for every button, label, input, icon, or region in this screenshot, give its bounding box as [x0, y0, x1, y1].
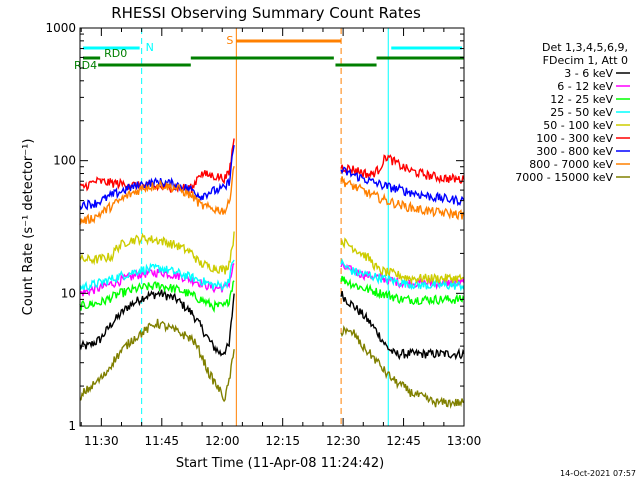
legend-entry-label: 12 - 25 keV: [550, 93, 613, 106]
plot-frame: [79, 27, 465, 427]
series-line: [79, 288, 465, 361]
series-layer: [79, 138, 465, 409]
y-tick-label: 1: [68, 419, 76, 433]
x-tick-label: 13:00: [447, 434, 482, 448]
legend-entry-label: 6 - 12 keV: [557, 80, 613, 93]
axes-layer: 1 10 100 1000 11:30 11:45 12:00 12:15 12:30 12:45…: [45, 21, 481, 448]
legend-header: FDecim 1, Att 0: [543, 54, 628, 67]
legend-header: Det 1,3,4,5,6,9,: [542, 41, 628, 54]
series-line: [79, 166, 465, 225]
series-line: [79, 318, 465, 409]
footer-date: 14-Oct-2021 07:57: [560, 469, 636, 478]
y-tick-label: 1000: [45, 21, 76, 35]
night-label: N: [146, 41, 154, 54]
chart-title: RHESSI Observing Summary Count Rates: [111, 4, 421, 22]
legend-entry-label: 800 - 7000 keV: [529, 158, 613, 171]
series-line: [79, 275, 465, 314]
x-tick-label: 12:45: [386, 434, 421, 448]
legend: Det 1,3,4,5,6,9,FDecim 1, Att 03 - 6 keV…: [515, 41, 630, 184]
x-tick-label: 12:15: [265, 434, 300, 448]
annotation-layer: S N RD0 RD4: [74, 28, 465, 426]
legend-entry-label: 3 - 6 keV: [564, 67, 613, 80]
legend-entry-label: 100 - 300 keV: [536, 132, 613, 145]
series-line: [79, 258, 465, 292]
x-axis-label: Start Time (11-Apr-08 11:24:42): [176, 456, 384, 471]
rd0-label: RD0: [104, 47, 127, 60]
rd4-label: RD4: [74, 59, 97, 72]
y-axis-label: Count Rate (s⁻¹ detector⁻¹): [21, 139, 36, 316]
x-tick-label: 12:00: [205, 434, 240, 448]
y-tick-label: 10: [61, 286, 76, 300]
x-tick-label: 12:30: [326, 434, 361, 448]
series-line: [79, 261, 465, 297]
saa-label: S: [226, 34, 233, 47]
legend-entry-label: 300 - 800 keV: [536, 145, 613, 158]
series-line: [79, 144, 465, 211]
y-tick-label: 100: [53, 154, 76, 168]
legend-entry-label: 25 - 50 keV: [550, 106, 613, 119]
x-tick-label: 11:30: [84, 434, 119, 448]
series-line: [79, 231, 465, 285]
legend-entry-label: 7000 - 15000 keV: [515, 171, 613, 184]
legend-entry-label: 50 - 100 keV: [543, 119, 613, 132]
x-tick-label: 11:45: [144, 434, 179, 448]
